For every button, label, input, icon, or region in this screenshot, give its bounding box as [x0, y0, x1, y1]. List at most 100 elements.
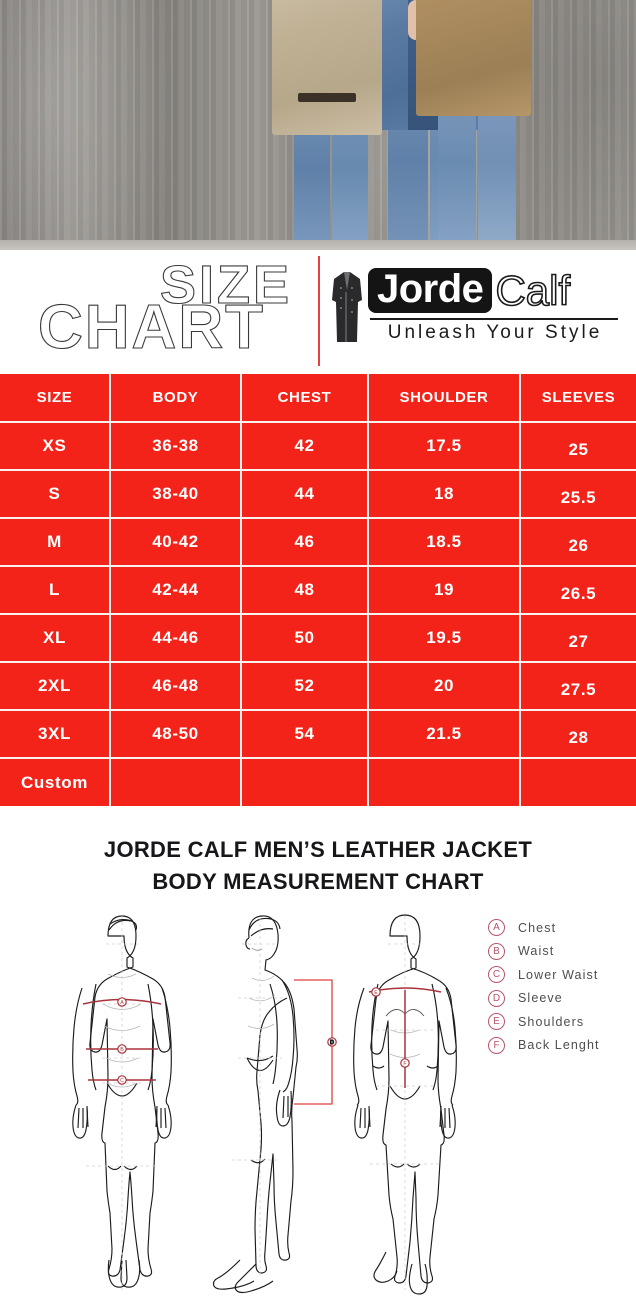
- cell-sleeves: 26: [520, 518, 636, 567]
- model-3-leg-right: [478, 92, 516, 250]
- cell-size: Custom: [0, 758, 111, 806]
- legend-mark-e: E: [488, 1013, 505, 1031]
- headline-line-1: JORDE CALF MEN’S LEATHER JACKET: [103, 837, 533, 862]
- measurement-legend: A Chest B Waist C Lower Waist D Sleeve E…: [488, 916, 636, 1057]
- logo-tagline: Unleash Your Style: [387, 322, 603, 343]
- table-header-row: SIZE BODY CHEST SHOULDER SLEEVES: [0, 374, 636, 423]
- model-2-khaki-jacket: [272, 0, 382, 135]
- jacket-icon: [332, 272, 362, 342]
- legend-label-chest: Chest: [518, 920, 557, 935]
- table-row: 2XL 46-48 52 20 27.5: [0, 662, 636, 711]
- table-row: M 40-42 46 18.5 26: [0, 518, 636, 567]
- cell-shoulder: 19: [368, 566, 521, 615]
- table-row: XS 36-38 42 17.5 25: [0, 422, 636, 471]
- brand-logo: Jorde Calf Unleash Your Style: [330, 264, 620, 360]
- figure-side: [212, 915, 298, 1293]
- cell-sleeves: 25.5: [520, 470, 636, 519]
- legend-mark-c: C: [488, 966, 505, 984]
- header-chest: CHEST: [241, 374, 369, 423]
- cell-chest: 50: [241, 614, 369, 663]
- cell-shoulder: 18.5: [368, 518, 521, 567]
- legend-label-lower-waist: Lower Waist: [518, 967, 599, 982]
- legend-item: B Waist: [488, 939, 636, 963]
- table-row: XL 44-46 50 19.5 27: [0, 614, 636, 663]
- headline-line-2: BODY MEASUREMENT CHART: [152, 868, 484, 894]
- legend-label-sleeve: Sleeve: [518, 991, 563, 1006]
- legend-item: C Lower Waist: [488, 963, 636, 987]
- cell-body: 46-48: [110, 662, 242, 711]
- figure-illustrations: A B C: [72, 914, 457, 1295]
- cell-sleeves: 28: [520, 710, 636, 759]
- cell-sleeves: 27: [520, 614, 636, 663]
- cell-size: XS: [0, 422, 111, 471]
- cell-sleeves: [520, 758, 636, 806]
- cell-sleeves: 25: [520, 422, 636, 471]
- svg-text:B: B: [120, 1047, 124, 1053]
- cell-body: [110, 758, 242, 806]
- cell-size: L: [0, 566, 111, 615]
- vertical-divider: [318, 256, 320, 366]
- legend-label-shoulders: Shoulders: [518, 1014, 585, 1029]
- svg-text:A: A: [120, 1000, 124, 1006]
- figure-front: [72, 915, 172, 1290]
- cell-body: 48-50: [110, 710, 242, 759]
- cell-shoulder: 20: [368, 662, 521, 711]
- legend-item: A Chest: [488, 916, 636, 940]
- legend-label-back-length: Back Lenght: [518, 1038, 600, 1053]
- measurement-chart-headline: JORDE CALF MEN’S LEATHER JACKET BODY MEA…: [0, 806, 636, 908]
- body-measurement-diagram: A B C: [0, 908, 636, 1300]
- legend-item: D Sleeve: [488, 986, 636, 1010]
- cell-shoulder: 17.5: [368, 422, 521, 471]
- header-shoulder: SHOULDER: [368, 374, 521, 423]
- cell-size: 2XL: [0, 662, 111, 711]
- cell-chest: 44: [241, 470, 369, 519]
- cell-shoulder: [368, 758, 521, 806]
- cell-chest: [241, 758, 369, 806]
- svg-text:D: D: [330, 1040, 334, 1046]
- model-2-belt: [298, 93, 356, 102]
- cell-chest: 46: [241, 518, 369, 567]
- side-measure-bracket: [294, 979, 333, 1105]
- cell-chest: 42: [241, 422, 369, 471]
- legend-mark-a: A: [488, 919, 505, 937]
- legend-mark-f: F: [488, 1036, 505, 1054]
- model-person-2: [262, 0, 382, 250]
- svg-text:E: E: [374, 990, 378, 996]
- cell-sleeves: 27.5: [520, 662, 636, 711]
- svg-text:C: C: [120, 1078, 124, 1084]
- header-size: SIZE: [0, 374, 111, 423]
- legend-item: E Shoulders: [488, 1010, 636, 1034]
- cell-size: M: [0, 518, 111, 567]
- header-sleeves: SLEEVES: [520, 374, 636, 423]
- model-3-leg-left: [438, 92, 476, 250]
- logo-wordmark: Jorde Calf: [368, 268, 571, 313]
- chart-word: CHART: [37, 292, 265, 362]
- table-row: S 38-40 44 18 25.5: [0, 470, 636, 519]
- cell-chest: 52: [241, 662, 369, 711]
- table-row: L 42-44 48 19 26.5: [0, 566, 636, 615]
- cell-body: 42-44: [110, 566, 242, 615]
- legend-label-waist: Waist: [518, 944, 555, 959]
- svg-text:F: F: [403, 1061, 406, 1067]
- size-chart-wordmark: SIZE CHART: [0, 250, 316, 374]
- cell-size: XL: [0, 614, 111, 663]
- cell-sleeves: 26.5: [520, 566, 636, 615]
- legend-item: F Back Lenght: [488, 1033, 636, 1057]
- legend-mark-b: B: [488, 942, 505, 960]
- cell-size: 3XL: [0, 710, 111, 759]
- figure-back: [353, 914, 457, 1295]
- table-row: 3XL 48-50 54 21.5 28: [0, 710, 636, 759]
- cell-body: 38-40: [110, 470, 242, 519]
- hero-photo: [0, 0, 636, 250]
- brand-bar: SIZE CHART Jorde Calf Unleash Your Style: [0, 250, 636, 374]
- cell-chest: 48: [241, 566, 369, 615]
- logo-rule: [370, 318, 618, 320]
- size-table-wrapper: SIZE BODY CHEST SHOULDER SLEEVES XS 36-3…: [0, 374, 636, 806]
- cell-shoulder: 19.5: [368, 614, 521, 663]
- cell-shoulder: 21.5: [368, 710, 521, 759]
- cell-body: 40-42: [110, 518, 242, 567]
- cell-body: 44-46: [110, 614, 242, 663]
- cell-body: 36-38: [110, 422, 242, 471]
- cell-size: S: [0, 470, 111, 519]
- cell-chest: 54: [241, 710, 369, 759]
